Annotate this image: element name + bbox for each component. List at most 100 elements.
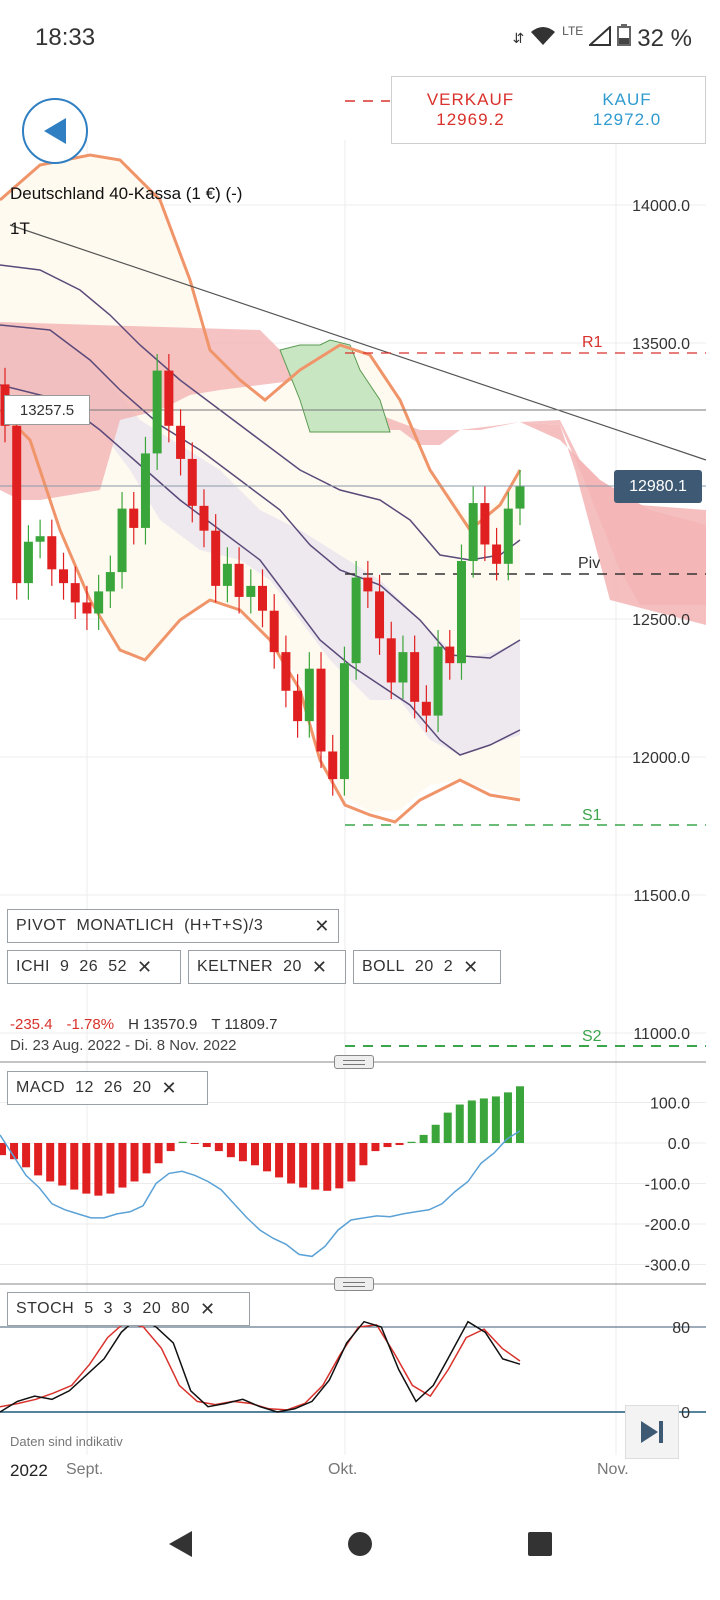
sell-price: 12969.2 bbox=[436, 110, 505, 129]
candle bbox=[59, 569, 69, 584]
candle bbox=[515, 486, 525, 509]
candle bbox=[176, 425, 186, 459]
price-tick-label: 14000.0 bbox=[632, 198, 690, 215]
resize-handle-macd[interactable] bbox=[334, 1055, 374, 1069]
candle bbox=[386, 638, 396, 683]
macd-bar bbox=[10, 1143, 19, 1160]
macd-bar bbox=[431, 1124, 440, 1143]
chip-stoch-p1: 5 bbox=[84, 1300, 94, 1317]
sell-label: VERKAUF bbox=[426, 90, 515, 109]
macd-bar bbox=[467, 1100, 476, 1143]
year-label: 2022 bbox=[10, 1461, 48, 1480]
candle bbox=[35, 536, 45, 542]
month-label-okt: Okt. bbox=[328, 1461, 358, 1478]
circle-home-icon bbox=[348, 1532, 372, 1556]
close-icon[interactable]: ✕ bbox=[200, 1298, 216, 1319]
stoch-d-line bbox=[0, 1320, 521, 1411]
chip-macd-p3: 20 bbox=[132, 1079, 152, 1096]
ichimoku-cloud-bullish bbox=[279, 339, 391, 433]
ichimoku-cloud-right bbox=[520, 422, 706, 625]
candle bbox=[351, 577, 361, 664]
macd-bar bbox=[407, 1141, 416, 1143]
chart-area[interactable]: R1 Piv S1 S2 14000.013500.012500.012000.… bbox=[0, 76, 720, 1488]
candle bbox=[82, 602, 92, 614]
chip-pivot-name: PIVOT bbox=[16, 917, 67, 934]
chip-macd-name: MACD bbox=[16, 1079, 66, 1096]
stoch-indicator-chip[interactable]: STOCH 5 3 3 20 80 ✕ bbox=[7, 1292, 250, 1326]
price-tick-label: 11500.0 bbox=[633, 888, 690, 905]
close-icon[interactable]: ✕ bbox=[161, 1077, 178, 1098]
pivot-indicator-chip[interactable]: PIVOT MONATLICH (H+T+S)/3 ✕ bbox=[7, 909, 339, 943]
timeframe-label[interactable]: 1T bbox=[10, 219, 30, 238]
macd-bar bbox=[443, 1112, 452, 1143]
chip-pivot-formula: (H+T+S)/3 bbox=[184, 917, 264, 934]
candle bbox=[410, 652, 420, 702]
macd-bar bbox=[263, 1143, 272, 1172]
low-value: T 11809.7 bbox=[211, 1016, 278, 1033]
candle bbox=[328, 751, 338, 780]
chip-macd-p1: 12 bbox=[75, 1079, 94, 1096]
keltner-indicator-chip[interactable]: KELTNER 20 ✕ bbox=[188, 950, 346, 984]
high-value: H 13570.9 bbox=[128, 1016, 198, 1033]
sell-button[interactable]: VERKAUF 12969.2 bbox=[391, 76, 550, 144]
crosshair-price-tag: 13257.5 bbox=[4, 395, 90, 425]
candle bbox=[94, 591, 104, 614]
close-icon[interactable]: ✕ bbox=[314, 915, 330, 936]
macd-tick-label: -100.0 bbox=[645, 1177, 690, 1194]
chip-ichi-p2: 26 bbox=[79, 958, 99, 975]
nav-back-button[interactable] bbox=[160, 1524, 200, 1564]
scroll-to-end-button[interactable] bbox=[625, 1405, 679, 1459]
last-price-tag: 12980.1 bbox=[614, 470, 702, 503]
chip-keltner-p1: 20 bbox=[283, 958, 302, 975]
candle bbox=[211, 530, 221, 586]
boll-indicator-chip[interactable]: BOLL 20 2 ✕ bbox=[353, 950, 501, 984]
macd-bar bbox=[58, 1143, 67, 1186]
macd-bar bbox=[395, 1143, 404, 1146]
candle bbox=[421, 701, 431, 716]
date-range: Di. 23 Aug. 2022 - Di. 8 Nov. 2022 bbox=[10, 1037, 237, 1054]
close-icon[interactable]: ✕ bbox=[137, 956, 153, 977]
candle bbox=[164, 370, 174, 426]
arrow-left-icon bbox=[44, 118, 66, 144]
candle bbox=[117, 508, 127, 573]
candle bbox=[339, 663, 349, 780]
macd-histogram bbox=[0, 1086, 524, 1196]
macd-bar bbox=[0, 1143, 6, 1156]
macd-bar bbox=[479, 1098, 488, 1143]
close-icon[interactable]: ✕ bbox=[463, 956, 479, 977]
candle bbox=[47, 536, 57, 570]
resize-handle-stoch[interactable] bbox=[334, 1277, 374, 1291]
ichi-indicator-chip[interactable]: ICHI 9 26 52 ✕ bbox=[7, 950, 181, 984]
chip-boll-p1: 20 bbox=[414, 958, 434, 975]
macd-bar bbox=[22, 1143, 31, 1168]
chip-stoch-p4: 20 bbox=[142, 1300, 162, 1317]
status-icons: ⇵ LTE 32 % bbox=[512, 24, 692, 53]
close-icon[interactable]: ✕ bbox=[311, 956, 328, 977]
candle bbox=[445, 646, 455, 664]
disclaimer: Daten sind indikativ bbox=[10, 1434, 123, 1449]
back-button[interactable] bbox=[22, 98, 88, 164]
candle bbox=[433, 646, 443, 716]
chip-pivot-period: MONATLICH bbox=[76, 917, 175, 934]
macd-bar bbox=[250, 1143, 259, 1166]
macd-bar bbox=[226, 1143, 235, 1158]
candle bbox=[363, 577, 373, 592]
candle bbox=[281, 652, 291, 691]
ichimoku-cloud-bearish bbox=[0, 322, 706, 605]
keltner-lines bbox=[0, 264, 521, 756]
macd-indicator-chip[interactable]: MACD 12 26 20 ✕ bbox=[7, 1071, 208, 1105]
skip-forward-icon bbox=[641, 1421, 663, 1443]
candle bbox=[316, 668, 326, 752]
candle bbox=[129, 508, 139, 528]
nav-recents-button[interactable] bbox=[520, 1524, 560, 1564]
macd-bar bbox=[130, 1143, 139, 1182]
candle bbox=[187, 458, 197, 506]
network-type: LTE bbox=[562, 23, 584, 38]
wifi-icon bbox=[530, 25, 556, 53]
buy-button[interactable]: KAUF 12972.0 bbox=[549, 76, 706, 144]
macd-bar bbox=[275, 1143, 284, 1178]
macd-bar bbox=[516, 1086, 524, 1143]
nav-home-button[interactable] bbox=[340, 1524, 380, 1564]
macd-bar bbox=[46, 1143, 55, 1182]
stoch-axis: 80 0 bbox=[672, 1320, 690, 1422]
